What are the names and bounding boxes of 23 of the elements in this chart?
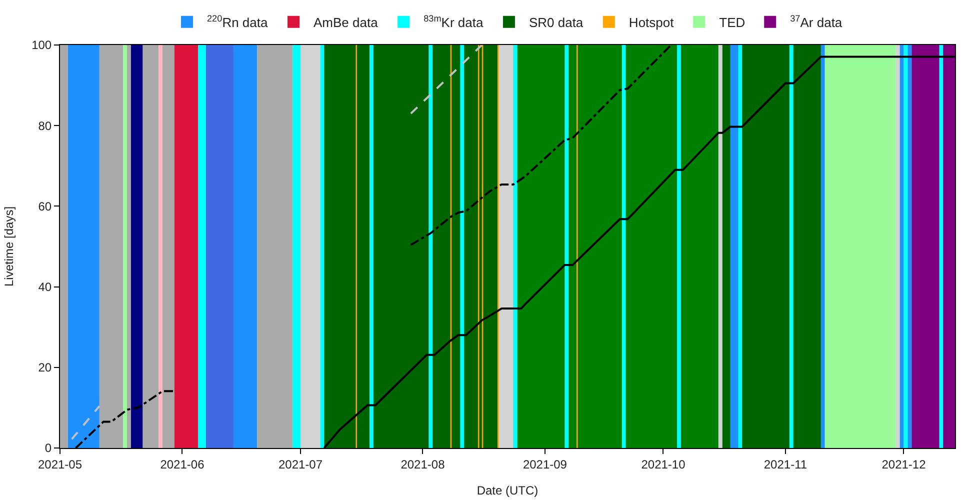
legend-label: Hotspot	[628, 14, 674, 30]
x-tick-label: 2021-06	[160, 457, 205, 472]
y-tick-label: 80	[38, 118, 52, 133]
y-tick-label: 100	[32, 38, 52, 52]
x-tick-label: 2021-08	[400, 457, 446, 472]
legend-label: SR0 data	[528, 14, 584, 30]
legend-label: $^{37}$Ar data	[790, 14, 843, 30]
y-tick-label: 20	[38, 360, 52, 375]
y-tick-label: 40	[38, 280, 52, 294]
x-tick-label: 2021-09	[522, 457, 568, 472]
y-tick-label: 60	[38, 199, 52, 214]
x-tick-label: 2021-07	[278, 457, 323, 472]
x-tick-label: 2021-05	[38, 457, 82, 472]
legend-label: $^{83m}$Kr data	[424, 14, 484, 30]
x-tick-label: 2021-10	[641, 457, 686, 472]
x-tick-label: 2021-12	[882, 457, 926, 472]
x-tick-label: 2021-11	[764, 457, 808, 472]
legend-label: AmBe data	[313, 14, 379, 30]
x-axis-title: Date (UTC)	[476, 483, 538, 498]
legend-label: TED	[719, 14, 746, 30]
legend-label: $^{220}$Rn data	[207, 14, 268, 30]
y-axis-title: Livetime [days]	[2, 206, 16, 287]
y-tick-label: 0	[44, 441, 52, 456]
